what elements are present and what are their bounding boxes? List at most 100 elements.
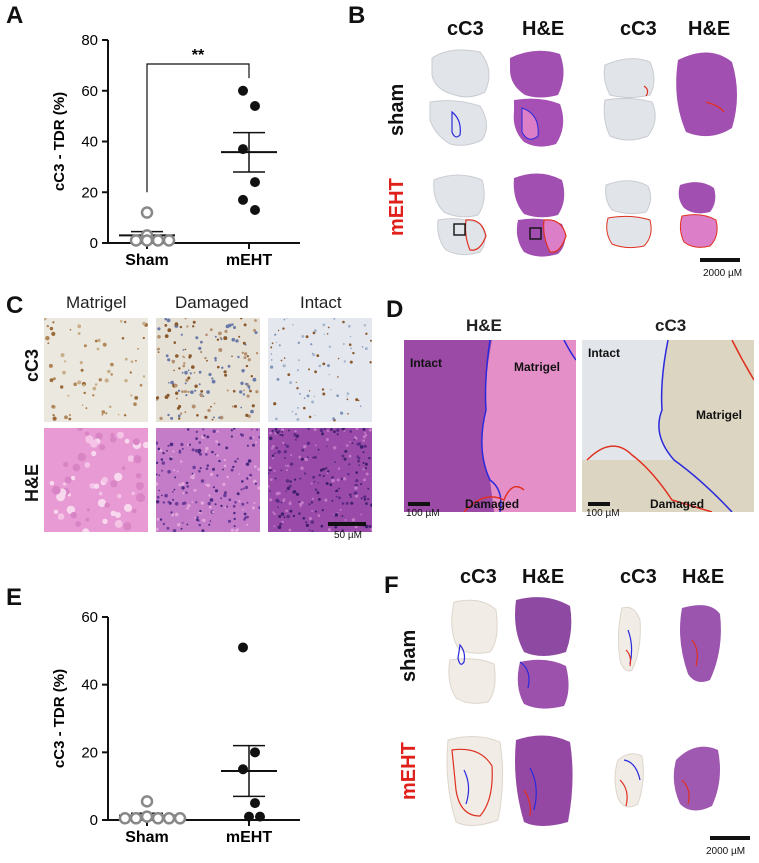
- cell-speckle: [180, 527, 183, 530]
- cell-speckle: [333, 430, 336, 433]
- cell-speckle: [174, 502, 179, 506]
- b-scale-label: 2000 µM: [703, 268, 743, 279]
- cell-speckle: [101, 413, 104, 416]
- cell-speckle: [134, 396, 139, 400]
- b-meht-cc3-section-2: [605, 180, 652, 249]
- c-scale-label: 50 µM: [334, 530, 362, 541]
- f-header-he-1: H&E: [522, 566, 565, 588]
- cell-speckle: [359, 445, 364, 449]
- cell-speckle: [241, 502, 245, 506]
- data-point: [238, 144, 248, 155]
- cell-speckle: [328, 345, 332, 348]
- cell-speckle: [288, 502, 292, 506]
- cell-speckle: [355, 479, 359, 483]
- cell-speckle: [161, 494, 163, 497]
- cell-speckle: [190, 390, 194, 394]
- cell-speckle: [354, 494, 359, 498]
- cell-speckle: [275, 430, 278, 433]
- cell-speckle: [208, 523, 211, 526]
- cell-speckle: [299, 506, 302, 508]
- cell-speckle: [205, 446, 209, 451]
- cell-speckle: [208, 505, 212, 509]
- cell-speckle: [268, 436, 273, 441]
- cell-speckle: [97, 498, 107, 508]
- cell-speckle: [322, 362, 326, 366]
- cell-speckle: [272, 511, 275, 514]
- cell-speckle: [77, 380, 82, 385]
- cell-speckle: [336, 433, 339, 436]
- cell-speckle: [356, 455, 359, 458]
- cell-speckle: [362, 435, 366, 439]
- cell-speckle: [211, 450, 214, 454]
- b-sham-he-section: [510, 50, 564, 147]
- cell-speckle: [178, 483, 182, 487]
- cell-speckle: [308, 503, 311, 506]
- cell-speckle: [209, 498, 214, 502]
- cell-speckle: [47, 342, 50, 344]
- cell-speckle: [159, 518, 163, 521]
- cell-speckle: [156, 527, 159, 531]
- cell-speckle: [333, 318, 336, 320]
- cell-speckle: [204, 415, 208, 419]
- cell-speckle: [110, 432, 115, 438]
- cell-speckle: [317, 514, 321, 517]
- cell-speckle: [310, 343, 313, 346]
- f-sham-he-section-2: [680, 605, 721, 682]
- cell-speckle: [196, 414, 199, 417]
- panel-label-d: D: [386, 296, 404, 323]
- cell-speckle: [285, 490, 287, 492]
- data-point: [250, 177, 260, 188]
- cell-speckle: [167, 500, 170, 504]
- cell-speckle: [187, 390, 190, 394]
- cell-speckle: [182, 522, 184, 524]
- cell-speckle: [280, 359, 283, 362]
- cell-speckle: [286, 464, 290, 468]
- cell-speckle: [250, 428, 253, 431]
- y-tick-label: 0: [90, 812, 98, 829]
- cell-speckle: [91, 450, 97, 457]
- cell-speckle: [172, 529, 177, 532]
- b-scale-bar: [700, 258, 740, 262]
- cell-speckle: [363, 324, 367, 327]
- cell-speckle: [164, 334, 169, 338]
- cell-speckle: [330, 428, 333, 431]
- b-header-he-2: H&E: [688, 18, 731, 40]
- f-scale-bar: [710, 836, 750, 840]
- cell-speckle: [198, 370, 202, 374]
- cell-speckle: [116, 431, 124, 439]
- cell-speckle: [242, 341, 246, 345]
- cell-speckle: [175, 354, 179, 358]
- cell-speckle: [325, 482, 329, 485]
- d-cc3-scale-label: 100 µM: [586, 508, 620, 519]
- cell-speckle: [294, 430, 297, 433]
- f-meht-he-section-2: [673, 746, 720, 811]
- cell-speckle: [205, 453, 208, 456]
- cell-speckle: [216, 474, 219, 477]
- cell-speckle: [85, 517, 90, 522]
- cell-speckle: [185, 491, 188, 494]
- cell-speckle: [187, 376, 191, 380]
- cell-speckle: [359, 405, 362, 407]
- cell-speckle: [82, 384, 86, 387]
- cell-speckle: [167, 444, 170, 447]
- cell-speckle: [232, 465, 235, 469]
- cell-speckle: [241, 480, 244, 483]
- data-point: [250, 205, 260, 216]
- cell-speckle: [357, 456, 361, 460]
- cell-speckle: [322, 323, 326, 327]
- cell-speckle: [63, 461, 69, 468]
- cell-speckle: [273, 469, 276, 472]
- cell-speckle: [290, 454, 293, 457]
- cell-speckle: [289, 509, 293, 513]
- cell-speckle: [199, 393, 204, 398]
- cell-speckle: [245, 364, 249, 368]
- cell-speckle: [347, 473, 350, 476]
- cell-speckle: [198, 383, 201, 386]
- cell-speckle: [311, 530, 314, 532]
- cell-speckle: [216, 430, 219, 433]
- cell-speckle: [223, 336, 228, 341]
- cell-speckle: [166, 393, 170, 397]
- cell-speckle: [349, 335, 352, 338]
- data-point: [173, 812, 187, 825]
- cell-speckle: [130, 360, 134, 363]
